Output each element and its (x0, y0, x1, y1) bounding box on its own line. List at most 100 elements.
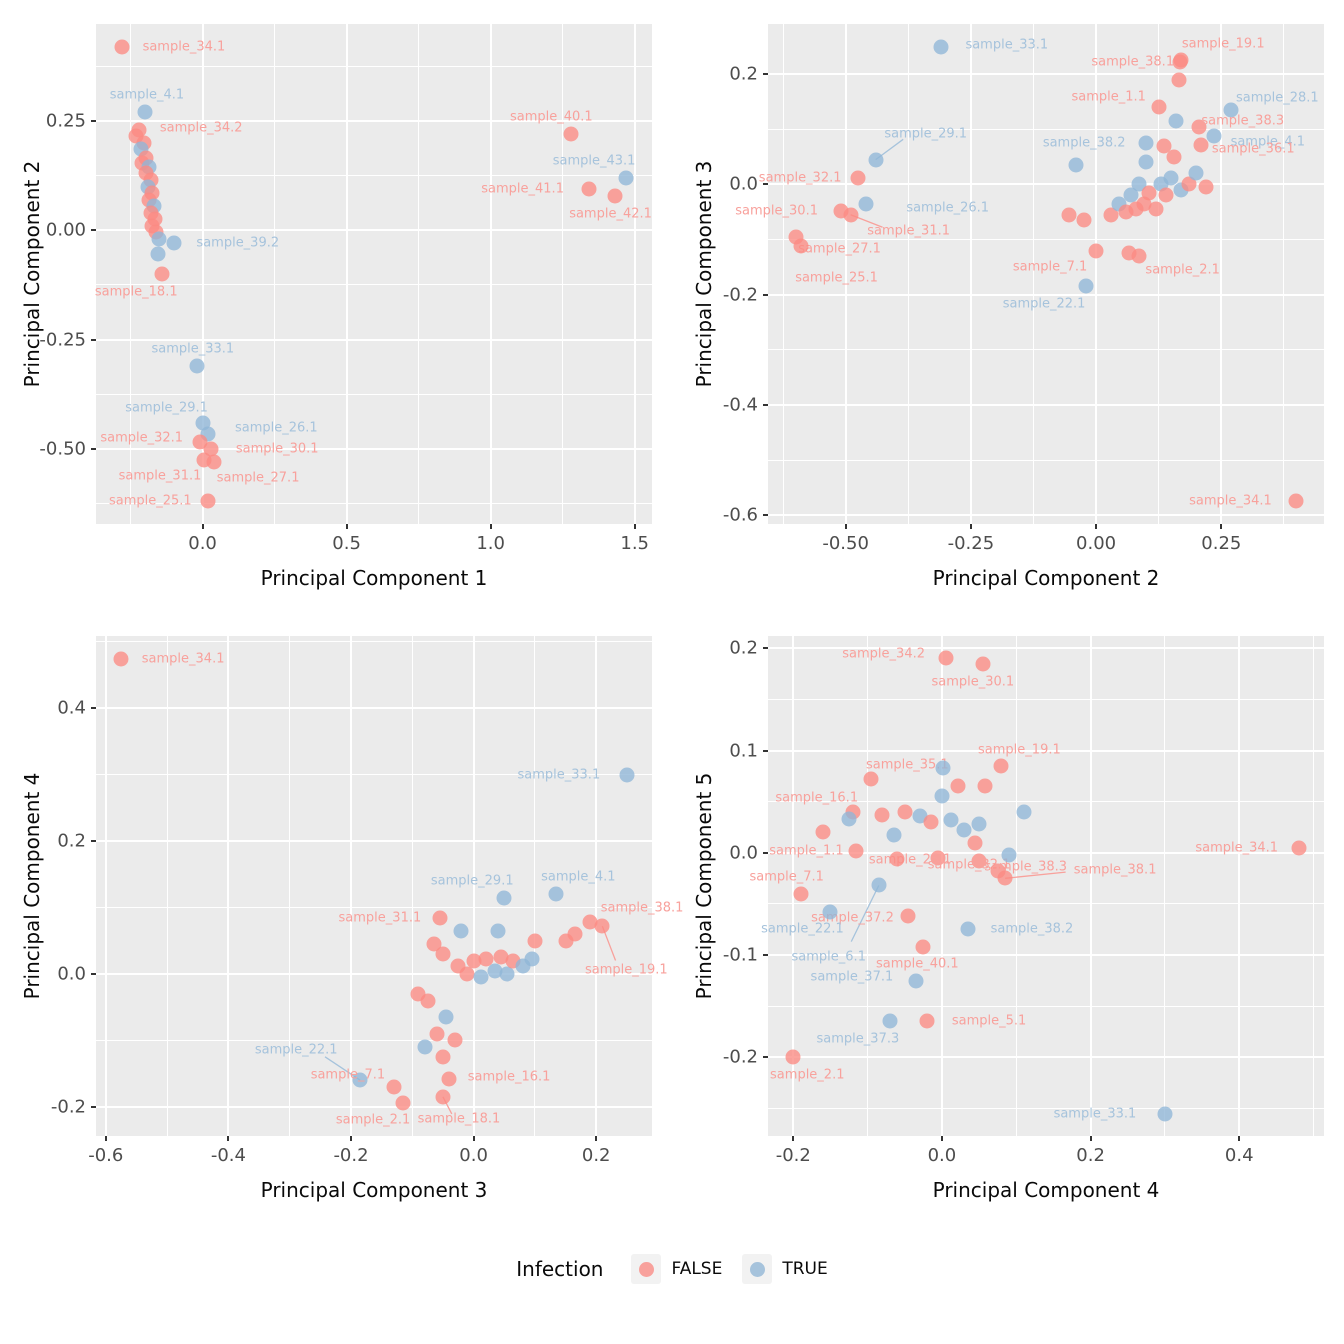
gridline-major (96, 338, 652, 341)
sample-label: sample_40.1 (875, 956, 959, 972)
data-point (151, 231, 167, 247)
data-point (977, 778, 993, 794)
data-point (850, 170, 866, 186)
x-tick-label: 1.5 (620, 533, 650, 554)
gridline-minor (1015, 636, 1017, 1136)
sample-label: sample_41.1 (481, 181, 564, 197)
data-point (1121, 245, 1137, 261)
gridline-minor (166, 636, 168, 1136)
data-point (192, 434, 208, 450)
data-point (420, 993, 436, 1009)
data-point (971, 816, 987, 832)
data-point (1138, 154, 1154, 170)
gridline-major (1238, 636, 1241, 1136)
sample-label: sample_35.1 (865, 757, 949, 773)
data-point (900, 908, 916, 924)
gridline-major (489, 24, 492, 524)
y-tick-mark (763, 851, 768, 854)
sample-label: sample_31.1 (867, 223, 950, 239)
y-tick-label: -0.25 (39, 329, 86, 351)
x-tick-label: 0.0 (188, 533, 217, 554)
data-point (607, 188, 623, 204)
data-point (438, 1009, 454, 1025)
data-point (841, 811, 857, 827)
data-point (459, 966, 475, 982)
sample-label: sample_34.1 (141, 651, 225, 667)
y-tick-mark (763, 647, 768, 650)
gridline-minor (782, 24, 784, 524)
x-tick-label: 0.4 (1224, 1145, 1254, 1166)
gridline-major (227, 636, 230, 1136)
x-tick-mark (969, 524, 972, 529)
data-point (956, 822, 972, 838)
x-tick-label: -0.6 (88, 1145, 124, 1166)
sample-label: sample_39.2 (196, 235, 280, 251)
sample-label: sample_38.1 (600, 900, 684, 916)
sample-label: sample_40.1 (509, 109, 593, 125)
y-tick-label: 0.0 (729, 842, 758, 864)
y-tick-label: 0.00 (45, 219, 86, 241)
legend-item-true: TRUE (742, 1254, 828, 1284)
y-tick-mark (763, 749, 768, 752)
data-point (793, 238, 809, 254)
y-tick-label: -0.2 (722, 284, 758, 306)
sample-label: sample_25.1 (868, 852, 952, 868)
y-tick-label: 0.0 (57, 963, 86, 985)
x-tick-mark (1089, 1136, 1092, 1141)
sample-label: sample_25.1 (108, 493, 192, 509)
sample-label: sample_7.1 (1012, 259, 1088, 275)
data-point (1141, 185, 1157, 201)
data-point (943, 812, 959, 828)
sample-label: sample_32.1 (100, 430, 184, 446)
gridline-major (350, 636, 352, 1136)
panel-pc1-vs-pc2: Principal Component 2 0.0 0.5 1.0 1.5 -0.50-… (0, 10, 672, 622)
gridline-major (96, 707, 652, 710)
data-point (447, 1032, 463, 1048)
data-point (137, 104, 153, 120)
y-tick-label: 0.2 (57, 830, 86, 852)
gridline-minor (768, 128, 1324, 130)
data-point (619, 767, 635, 783)
data-point (524, 951, 540, 967)
data-point (1088, 243, 1104, 259)
x-tick-mark (633, 524, 636, 529)
data-point (1191, 119, 1207, 135)
data-point (1171, 72, 1187, 88)
data-point (563, 126, 579, 142)
data-point (886, 827, 902, 843)
plot-area: 0.0 0.5 1.0 1.5 -0.50 -0.25 0.00 0.25 sample_34.… (39, 24, 652, 554)
gridline-major (768, 954, 1324, 957)
data-point (815, 824, 831, 840)
data-point (933, 39, 949, 55)
sample-label: sample_27.1 (798, 241, 881, 257)
sample-label: sample_5.1 (951, 1013, 1027, 1029)
sample-label: sample_37.1 (810, 969, 894, 985)
data-point (478, 951, 494, 967)
data-point (1001, 847, 1017, 863)
x-tick-label: -0.50 (822, 533, 869, 554)
y-tick-mark (91, 229, 96, 232)
sample-label: sample_33.1 (517, 767, 601, 783)
data-point (882, 1013, 898, 1029)
y-tick-label: 0.2 (729, 63, 758, 85)
callout-lines (850, 871, 1066, 942)
pca-panel-grid: Principal Component 2 0.0 0.5 1.0 1.5 -0.50-… (0, 10, 1324, 1234)
data-point (1156, 138, 1172, 154)
x-axis-title: Principal Component 3 (260, 1178, 488, 1202)
x-tick-label: 0.00 (1076, 533, 1117, 554)
legend-item-false: FALSE (631, 1254, 722, 1284)
x-tick-mark (489, 524, 492, 529)
sample-label: sample_2.1 (335, 1112, 411, 1128)
x-tick-mark (350, 1136, 352, 1141)
sample-label: sample_2.1 (1145, 262, 1220, 278)
sample-label: sample_29.1 (125, 400, 208, 416)
panel-pc3-vs-pc4: Principal Component 4 -0.6 -0.4 -0.2 0.0 0.2… (0, 622, 683, 1234)
x-tick-mark (792, 1136, 795, 1141)
y-tick-label: 0.4 (57, 697, 86, 719)
y-tick-label: -0.50 (39, 438, 86, 460)
sample-label: sample_18.1 (94, 284, 178, 300)
y-tick-mark (91, 840, 96, 843)
data-point (1198, 179, 1214, 195)
gridline-minor (768, 801, 1324, 803)
data-point (919, 1013, 935, 1029)
